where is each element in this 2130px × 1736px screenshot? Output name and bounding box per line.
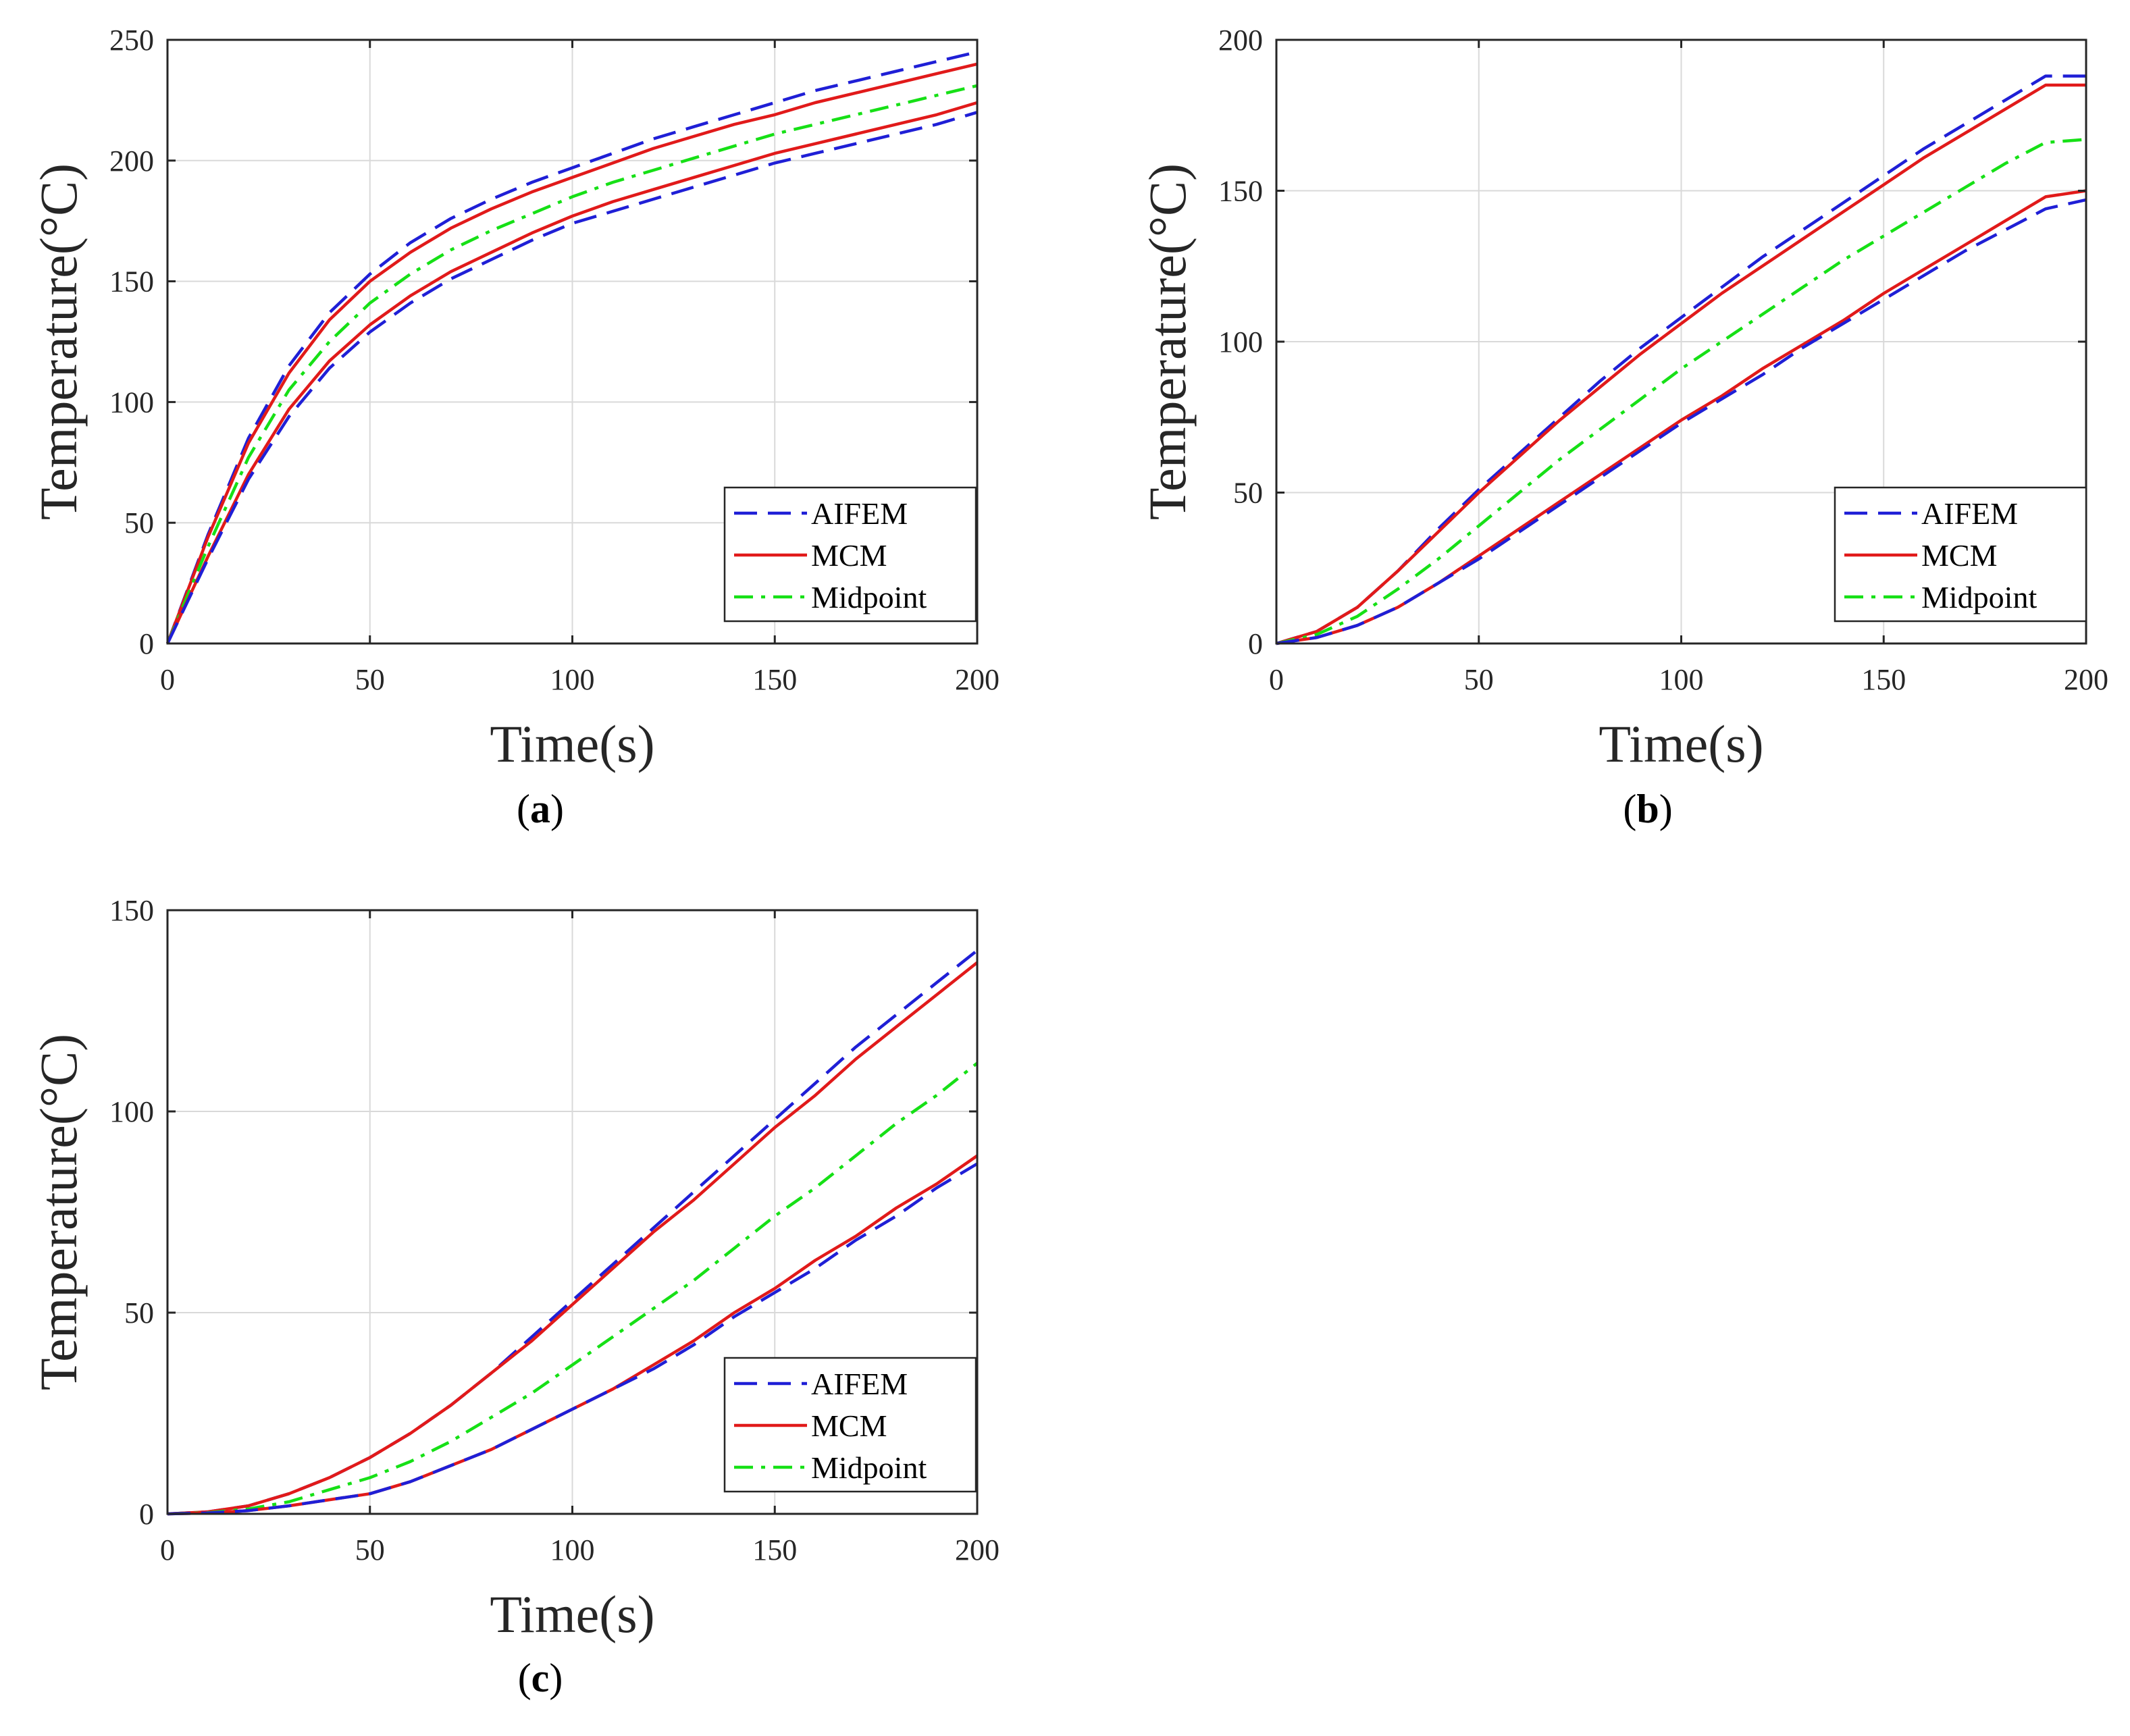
x-tick-label: 0 [160,663,175,696]
y-tick-label: 150 [109,894,154,927]
x-tick-label: 100 [1659,663,1704,696]
caption-letter: c [531,1656,550,1700]
legend-label: MCM [811,538,887,573]
x-tick-label: 50 [355,1533,385,1567]
legend-label: Midpoint [811,1450,927,1485]
x-tick-label: 150 [752,663,797,696]
legend: AIFEM MCM Midpoint [723,486,977,623]
legend-label: Midpoint [811,580,927,614]
series-line-aifem-4 [167,1162,979,1516]
legend-label: Midpoint [1921,580,2037,614]
x-axis-label: Time(s) [490,714,654,773]
y-tick-label: 50 [124,506,154,540]
y-tick-label: 100 [109,1095,154,1128]
legend: AIFEM MCM Midpoint [1834,486,2087,623]
series-line-aifem-4 [1276,198,2087,646]
panel-caption: (c) [518,1656,563,1700]
series-line-midpoint-2 [167,1061,979,1516]
caption-close-paren: ) [549,1656,563,1700]
legend-label: AIFEM [811,496,908,531]
caption-open-paren: ( [517,787,530,831]
y-tick-label: 50 [1233,477,1263,510]
legend-label: AIFEM [1921,496,2018,531]
series-line-aifem-0 [1276,74,2086,646]
y-tick-label: 100 [1218,325,1263,359]
x-tick-label: 50 [1464,663,1494,696]
legend: AIFEM MCM Midpoint [723,1357,977,1493]
panel-caption: (a) [517,787,564,831]
y-tick-label: 200 [109,144,154,178]
caption-letter: a [530,787,550,831]
series-line-mcm-1 [165,62,978,644]
x-tick-label: 200 [955,663,999,696]
caption-close-paren: ) [1659,787,1673,831]
x-tick-label: 150 [1861,663,1906,696]
y-tick-label: 250 [109,24,154,57]
series-line-aifem-0 [165,50,978,644]
caption-close-paren: ) [550,787,564,831]
panel-caption: (b) [1623,787,1672,831]
chart-b: 0 50 100 150 200 0 50 100 150 200 Time(s) Temperatu… [1138,24,2108,831]
y-tick-label: 50 [124,1296,154,1330]
chart-a: 0 50 100 150 200 0 50 100 150 200 250 Time(s) Temper… [29,24,999,831]
x-tick-label: 0 [1269,663,1284,696]
y-tick-label: 0 [139,1498,154,1531]
y-tick-label: 150 [1218,175,1263,208]
x-axis-label: Time(s) [490,1585,654,1643]
legend-label: MCM [1921,538,1997,573]
y-tick-label: 0 [139,627,154,660]
series-line-midpoint-2 [165,84,978,644]
x-tick-label: 200 [955,1533,999,1567]
x-axis-label: Time(s) [1599,714,1763,773]
caption-open-paren: ( [1623,787,1636,831]
legend-box [723,486,977,623]
x-tick-label: 150 [752,1533,797,1567]
x-tick-label: 50 [355,663,385,696]
y-axis-label: Temperature(°C) [29,1034,88,1390]
y-tick-label: 200 [1218,24,1263,57]
series-line-aifem-4 [165,111,978,644]
series-line-mcm-1 [1276,83,2086,646]
y-tick-label: 100 [109,386,154,419]
series-line-mcm-1 [167,961,979,1516]
x-tick-label: 200 [2064,663,2108,696]
y-axis-label: Temperature(°C) [29,163,88,520]
x-tick-label: 100 [550,663,595,696]
x-tick-label: 0 [160,1533,175,1567]
y-tick-label: 150 [109,265,154,298]
series-line-mcm-3 [165,101,978,644]
caption-letter: b [1636,787,1659,831]
legend-label: AIFEM [811,1367,908,1401]
caption-open-paren: ( [518,1656,531,1700]
x-tick-label: 100 [550,1533,595,1567]
y-axis-label: Temperature(°C) [1138,163,1197,520]
legend-label: MCM [811,1409,887,1443]
chart-c: 0 50 100 150 200 0 50 100 150 Time(s) Temperature(… [29,894,999,1700]
y-tick-label: 0 [1248,627,1263,660]
